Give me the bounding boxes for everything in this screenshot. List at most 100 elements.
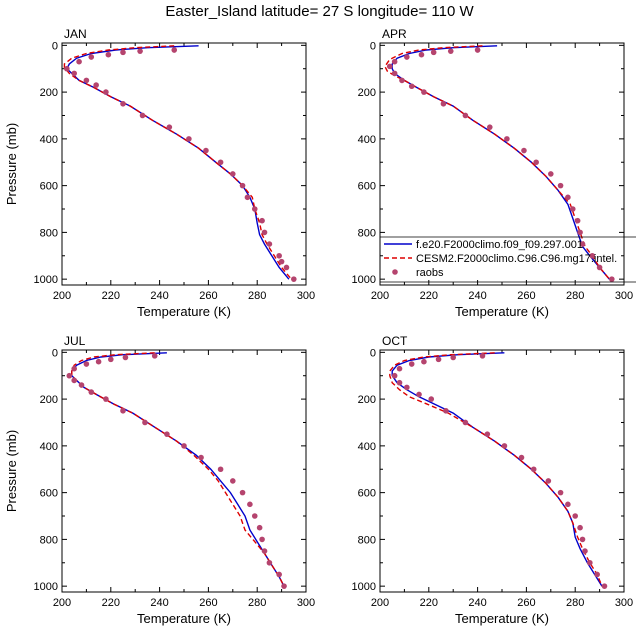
x-tick-label: 220 — [102, 290, 120, 302]
y-axis-label: Pressure (mb) — [4, 123, 19, 205]
x-tick-label: 240 — [150, 290, 168, 302]
y-tick-label: 200 — [358, 87, 376, 99]
raobs-point — [186, 136, 192, 142]
x-tick-label: 280 — [248, 597, 266, 609]
panel-jul: 200 220 240 260 280 300 0 200 400 600 800 1000 JUL Te… — [4, 334, 315, 626]
raobs-point — [256, 524, 263, 531]
raobs-point — [557, 182, 564, 189]
legend-label: f.e20.F2000climo.f09_f09.297.001 — [416, 239, 583, 251]
raobs-point — [404, 384, 410, 391]
y-tick-label: 1000 — [352, 274, 376, 286]
raobs-point — [601, 583, 608, 589]
series-line-f-e20 — [391, 352, 603, 587]
raobs-point — [239, 182, 246, 189]
y-axis-label: Pressure (mb) — [4, 430, 19, 512]
raobs-point — [120, 407, 126, 414]
plot-area — [63, 45, 297, 282]
raobs-point — [266, 559, 273, 566]
raobs-point — [399, 77, 405, 84]
raobs-point — [105, 51, 112, 58]
x-tick-label: 300 — [297, 597, 315, 609]
y-tick-label: 1000 — [352, 581, 376, 593]
x-tick-label: 220 — [420, 290, 438, 302]
series-line-f-e20 — [66, 45, 290, 280]
raobs-point — [78, 382, 85, 388]
y-tick-label: 200 — [40, 394, 58, 406]
raobs-point — [230, 478, 236, 484]
raobs-point — [71, 377, 77, 384]
legend-label: CESM2.F2000climo.C96.C96.mg17.intel. — [416, 253, 617, 265]
raobs-point — [217, 159, 224, 166]
raobs-point — [251, 513, 258, 519]
raobs-point — [120, 100, 126, 107]
raobs-point — [579, 241, 586, 247]
x-tick-label: 220 — [420, 597, 438, 609]
y-tick-label: 1000 — [34, 581, 58, 593]
raobs-point — [88, 54, 95, 60]
raobs-point — [504, 136, 510, 142]
raobs-point — [71, 365, 77, 372]
panel-label: APR — [382, 27, 407, 41]
x-axis-label: Temperature (K) — [455, 611, 549, 626]
x-tick-label: 300 — [615, 597, 633, 609]
raobs-point — [443, 407, 449, 414]
raobs-point — [281, 583, 287, 589]
raobs-point — [166, 124, 173, 130]
raobs-point — [276, 571, 282, 578]
y-tick-label: 600 — [358, 181, 376, 193]
raobs-point — [430, 49, 437, 56]
x-tick-label: 280 — [248, 290, 266, 302]
panel-jan: 200 220 240 260 280 300 0 200 400 600 800 1000 JAN Te… — [4, 27, 315, 319]
raobs-point — [71, 70, 77, 77]
raobs-point — [259, 217, 265, 224]
raobs-point — [421, 89, 427, 95]
x-tick-label: 200 — [53, 290, 71, 302]
raobs-point — [203, 147, 209, 154]
raobs-point — [391, 70, 398, 77]
x-tick-label: 280 — [566, 290, 584, 302]
x-tick-label: 260 — [517, 597, 535, 609]
raobs-point — [565, 194, 571, 201]
x-tick-label: 200 — [371, 597, 389, 609]
raobs-point — [533, 159, 539, 166]
x-tick-label: 220 — [102, 597, 120, 609]
y-tick-label: 600 — [358, 488, 376, 500]
raobs-point — [164, 431, 170, 437]
raobs-point — [557, 489, 564, 496]
raobs-point — [479, 353, 486, 359]
raobs-point — [276, 252, 282, 259]
raobs-point — [548, 171, 554, 177]
raobs-point — [386, 63, 393, 70]
raobs-point — [565, 501, 571, 508]
raobs-point — [244, 194, 251, 201]
raobs-point — [181, 443, 187, 449]
raobs-point — [545, 478, 552, 484]
raobs-point — [530, 466, 537, 473]
raobs-point — [151, 353, 158, 359]
raobs-point — [391, 58, 398, 65]
raobs-point — [93, 82, 99, 88]
raobs-point — [83, 77, 90, 84]
x-tick-label: 300 — [297, 290, 315, 302]
x-axis-label: Temperature (K) — [137, 611, 231, 626]
raobs-point — [408, 83, 415, 90]
raobs-point — [435, 356, 442, 363]
x-tick-label: 240 — [468, 597, 486, 609]
raobs-point — [484, 431, 491, 437]
y-tick-label: 400 — [40, 134, 58, 146]
y-tick-label: 400 — [358, 441, 376, 453]
raobs-point — [404, 54, 410, 60]
figure-title: Easter_Island latitude= 27 S longitude= … — [165, 3, 474, 20]
raobs-point — [239, 489, 246, 496]
raobs-point — [88, 389, 95, 395]
x-tick-label: 240 — [150, 597, 168, 609]
raobs-point — [142, 419, 148, 426]
plot-area — [384, 45, 615, 282]
y-tick-label: 0 — [52, 40, 58, 52]
x-tick-label: 260 — [517, 290, 535, 302]
y-tick-label: 0 — [52, 347, 58, 359]
raobs-point — [450, 354, 457, 361]
raobs-point — [474, 47, 481, 53]
raobs-point — [261, 548, 268, 554]
